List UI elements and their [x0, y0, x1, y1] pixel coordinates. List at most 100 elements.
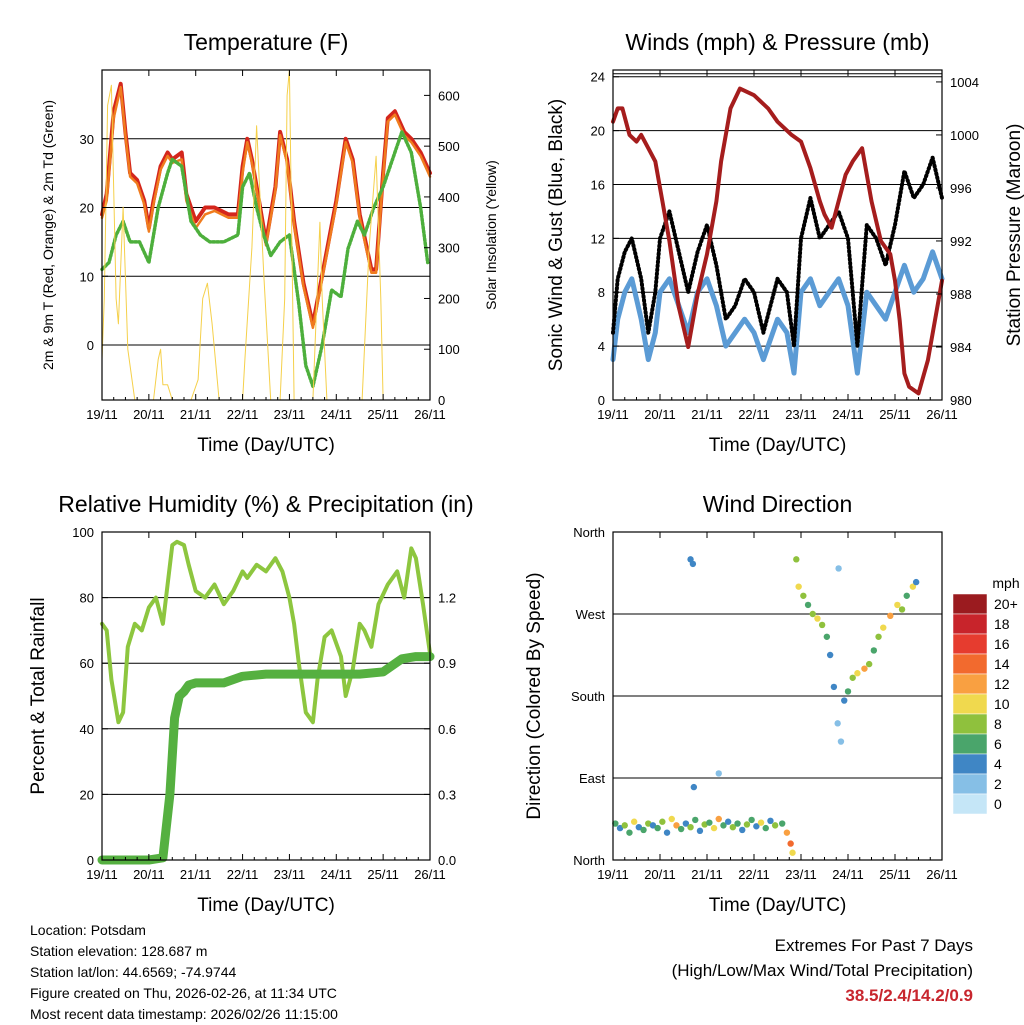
temperature-y2tick-label-3: 300	[438, 241, 460, 256]
info-created: Figure created on Thu, 2026-02-26, at 11…	[30, 985, 337, 1001]
wind_direction-point-34	[771, 822, 779, 829]
temperature-xlabel: Time (Day/UTC)	[197, 435, 335, 456]
wind_direction-colorbar-label-3: 14	[994, 656, 1010, 672]
humidity-xtick-label-3: 22/11	[227, 867, 259, 882]
temperature-title: Temperature (F)	[184, 29, 349, 55]
temperature-y2tick-label-4: 400	[438, 190, 460, 205]
wind_direction-point-6	[640, 826, 647, 834]
wind_direction-colorbar-label-5: 10	[994, 696, 1010, 712]
wind_direction-point-5	[635, 824, 643, 831]
winds-xtick-label-7: 26/11	[926, 407, 958, 422]
wind_direction-colorbar-label-9: 2	[994, 776, 1002, 792]
temperature-y2tick-label-6: 600	[438, 88, 460, 103]
wind_direction-point-24	[724, 818, 732, 825]
wind_direction-colorbar-swatch-7	[952, 733, 988, 755]
winds-xtick-label-1: 20/11	[644, 407, 676, 422]
temperature-xtick-label-7: 26/11	[414, 407, 446, 422]
temperature-y2tick-label-2: 200	[438, 291, 460, 306]
wind_direction-point-40	[795, 583, 802, 590]
wind_direction-point-10	[659, 818, 666, 825]
wind_direction-point-15	[682, 820, 690, 827]
humidity-ytick-label-2: 40	[80, 722, 94, 737]
wind_direction-point-26	[734, 820, 741, 827]
wind_direction-point-36	[783, 829, 791, 836]
extremes-values: 38.5/2.4/14.2/0.9	[845, 986, 973, 1005]
winds-y2tick-label-1: 984	[950, 340, 972, 355]
wind_direction-point-65	[912, 578, 920, 586]
wind_direction-colorbar-swatch-2	[952, 633, 988, 655]
winds-ytick-label-4: 16	[591, 177, 605, 192]
wind_direction-point-67	[689, 560, 697, 568]
wind_direction-colorbar-swatch-8	[952, 753, 988, 775]
humidity-y2tick-label-2: 0.6	[438, 722, 456, 737]
winds-xtick-label-5: 24/11	[832, 407, 864, 422]
wind_direction-point-41	[800, 592, 807, 599]
wind_direction-point-30	[753, 823, 760, 830]
temperature-ytick-label-1: 10	[80, 269, 94, 284]
wind_direction-point-61	[894, 601, 901, 609]
winds-xtick-label-3: 22/11	[738, 407, 770, 422]
wind_direction-point-1	[616, 824, 624, 832]
winds-series-station-pressure	[611, 86, 944, 396]
winds-y2tick-label-2: 988	[950, 287, 972, 302]
wind_direction-ytick-label-2: South	[571, 689, 605, 704]
wind_direction-colorbar-label-7: 6	[994, 736, 1002, 752]
wind_direction-point-32	[762, 824, 769, 832]
info-location: Location: Potsdam	[30, 922, 146, 938]
wind_direction-point-20	[706, 819, 713, 826]
humidity-ytick-label-5: 100	[72, 525, 94, 540]
wind_direction-colorbar-label-0: 20+	[994, 596, 1018, 612]
humidity-xtick-label-5: 24/11	[320, 867, 352, 882]
wind_direction-colorbar-swatch-4	[952, 673, 988, 695]
wind_direction-xtick-label-7: 26/11	[926, 867, 958, 882]
winds-xtick-label-4: 23/11	[785, 407, 817, 422]
wind_direction-colorbar-label-6: 8	[994, 716, 1002, 732]
wind_direction-point-0	[612, 820, 619, 827]
humidity-y2tick-label-4: 1.2	[438, 591, 456, 606]
wind_direction-point-48	[830, 683, 838, 691]
wind_direction-point-59	[880, 624, 887, 631]
winds-xlabel: Time (Day/UTC)	[709, 435, 847, 456]
extremes-subheading: (High/Low/Max Wind/Total Precipitation)	[671, 961, 973, 980]
wind_direction-point-16	[687, 824, 694, 831]
wind_direction-ytick-label-4: North	[573, 525, 605, 540]
winds-y2tick-label-6: 1004	[950, 75, 979, 90]
humidity-frame	[101, 531, 431, 861]
temperature-ytick-label-3: 30	[80, 132, 94, 147]
wind_direction-xtick-label-0: 19/11	[597, 867, 629, 882]
extremes-summary: Extremes For Past 7 Days (High/Low/Max W…	[672, 933, 973, 1008]
wind_direction-point-51	[841, 697, 848, 704]
wind_direction-point-45	[818, 621, 826, 629]
temperature-xtick-label-6: 25/11	[367, 407, 399, 422]
winds-xtick-label-0: 19/11	[597, 407, 629, 422]
info-elevation: Station elevation: 128.687 m	[30, 943, 208, 959]
wind_direction-point-37	[787, 840, 794, 847]
temperature-y2tick-label-0: 0	[438, 393, 445, 408]
wind_direction-title: Wind Direction	[703, 491, 853, 517]
winds-xtick-label-6: 25/11	[879, 407, 911, 422]
wind_direction-point-50	[837, 738, 845, 745]
winds-ytick-label-5: 20	[591, 124, 605, 139]
wind_direction-ylabel: Direction (Colored By Speed)	[524, 572, 545, 819]
humidity-xtick-label-0: 19/11	[86, 867, 118, 882]
temperature-y2tick-label-5: 500	[438, 139, 460, 154]
wind_direction-colorbar-swatch-0	[952, 593, 988, 615]
wind_direction-point-11	[663, 829, 671, 836]
winds-ytick-label-1: 4	[598, 339, 605, 354]
wind_direction-point-18	[696, 827, 704, 835]
temperature-series-2m-td	[100, 130, 430, 389]
winds-ytick-label-2: 8	[598, 285, 605, 300]
info-recent: Most recent data timestamp: 2026/02/26 1…	[30, 1006, 338, 1022]
winds-ylabel: Sonic Wind & Gust (Blue, Black)	[546, 99, 567, 371]
wind_direction-xtick-label-1: 20/11	[644, 867, 676, 882]
winds-ylabel-right: Station Pressure (Maroon)	[1004, 124, 1024, 347]
wind_direction-point-33	[767, 817, 774, 825]
info-latlon: Station lat/lon: 44.6569; -74.9744	[30, 964, 237, 980]
winds-ytick-label-3: 12	[591, 231, 605, 246]
temperature-series-9m-t	[100, 85, 432, 330]
wind_direction-point-44	[814, 615, 821, 622]
wind_direction-point-64	[909, 583, 917, 590]
wind_direction-point-4	[630, 818, 638, 825]
wind_direction-xtick-label-2: 21/11	[691, 867, 723, 882]
